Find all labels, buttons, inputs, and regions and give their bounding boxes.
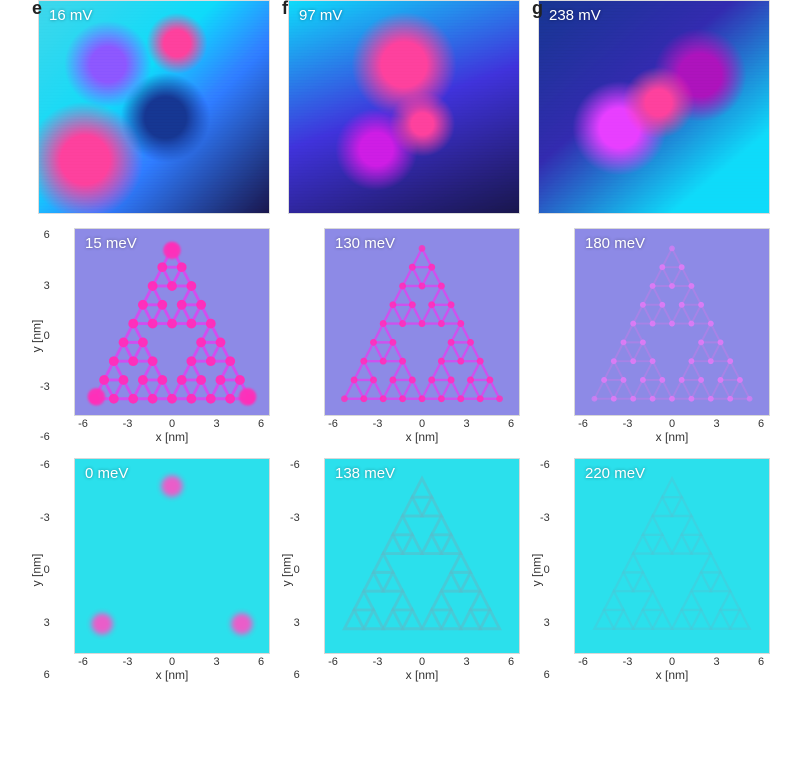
stm-panel-e: 16 mV	[38, 0, 270, 214]
panel-e-bot-wrap: y [nm] -6-3036 0 meV -6-3036 x [nm]	[74, 458, 270, 682]
sim-panel-g: 180 meV	[574, 228, 770, 416]
sierpinski-svg	[75, 229, 269, 416]
panel-f-bot-wrap: y [nm] -6-3036 138 meV -6-3036 x [nm]	[324, 458, 520, 682]
row-bottom: y [nm] -6-3036 0 meV -6-3036 x [nm] y [n…	[20, 458, 800, 682]
cyan-svg	[75, 459, 269, 653]
x-axis-label: x [nm]	[406, 668, 439, 682]
voltage-label: 16 mV	[49, 7, 92, 24]
voltage-label: 238 mV	[549, 7, 601, 24]
cyan-svg	[325, 459, 519, 653]
stm-panel-g: 238 mV	[538, 0, 770, 214]
y-axis-ticks: -6-3036	[40, 458, 52, 682]
panel-f-mid-wrap: 130 meV -6-3036 x [nm]	[324, 228, 520, 444]
column-letter-g: g	[532, 0, 543, 19]
x-axis-label: x [nm]	[156, 668, 189, 682]
x-axis-label: x [nm]	[656, 430, 689, 444]
panel-e-top-wrap: e 16 mV	[38, 0, 270, 214]
x-axis-ticks: -6-3036	[74, 656, 270, 668]
sierpinski-svg	[325, 229, 519, 416]
y-axis-ticks: 630-3-6	[40, 228, 52, 444]
figure-grid: e 16 mV f 97 mV g 238 mV y [nm] 630-3-6 …	[20, 0, 800, 682]
x-axis-ticks: -6-3036	[74, 418, 270, 430]
panel-e-mid-wrap: y [nm] 630-3-6 15 meV -6-3036 x [nm]	[74, 228, 270, 444]
y-axis-ticks: -6-3036	[540, 458, 552, 682]
column-letter-f: f	[282, 0, 288, 19]
x-axis-label: x [nm]	[656, 668, 689, 682]
sierpinski-svg	[575, 229, 769, 416]
cyan-panel-g: 220 meV	[574, 458, 770, 654]
stm-panel-f: 97 mV	[288, 0, 520, 214]
x-axis-label: x [nm]	[406, 430, 439, 444]
energy-label: 220 meV	[585, 465, 645, 482]
column-letter-e: e	[32, 0, 42, 19]
panel-g-bot-wrap: y [nm] -6-3036 220 meV -6-3036 x [nm]	[574, 458, 770, 682]
x-axis-ticks: -6-3036	[574, 418, 770, 430]
cyan-svg	[575, 459, 769, 653]
panel-g-top-wrap: g 238 mV	[538, 0, 770, 214]
y-axis-ticks: -6-3036	[290, 458, 302, 682]
panel-f-top-wrap: f 97 mV	[288, 0, 520, 214]
row-top: e 16 mV f 97 mV g 238 mV	[20, 0, 800, 214]
cyan-panel-f: 138 meV	[324, 458, 520, 654]
energy-label: 0 meV	[85, 465, 128, 482]
row-middle: y [nm] 630-3-6 15 meV -6-3036 x [nm] 130…	[20, 228, 800, 444]
sim-panel-e: 15 meV	[74, 228, 270, 416]
x-axis-ticks: -6-3036	[324, 656, 520, 668]
voltage-label: 97 mV	[299, 7, 342, 24]
panel-g-mid-wrap: 180 meV -6-3036 x [nm]	[574, 228, 770, 444]
cyan-panel-e: 0 meV	[74, 458, 270, 654]
x-axis-label: x [nm]	[156, 430, 189, 444]
energy-label: 138 meV	[335, 465, 395, 482]
sim-panel-f: 130 meV	[324, 228, 520, 416]
x-axis-ticks: -6-3036	[324, 418, 520, 430]
x-axis-ticks: -6-3036	[574, 656, 770, 668]
